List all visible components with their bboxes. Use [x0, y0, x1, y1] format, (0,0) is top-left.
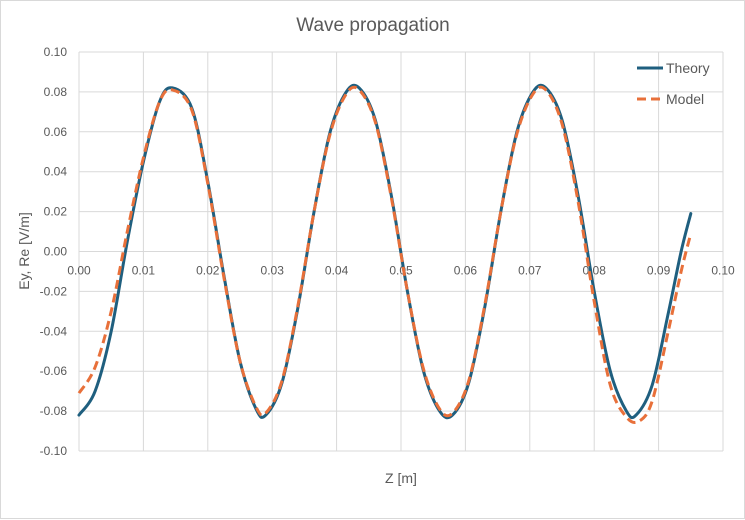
x-tick-label: 0.01	[132, 264, 156, 278]
y-axis-label: Ey, Re [V/m]	[16, 212, 32, 290]
y-tick-label: 0.10	[44, 45, 68, 59]
y-tick-label: 0.00	[44, 245, 68, 259]
y-tick-label: 0.06	[44, 125, 68, 139]
y-tick-label: 0.04	[44, 165, 68, 179]
x-tick-label: 0.00	[67, 264, 91, 278]
legend-label-theory: Theory	[666, 60, 710, 76]
y-tick-label: -0.10	[40, 444, 68, 458]
x-tick-label: 0.04	[325, 264, 349, 278]
x-tick-label: 0.09	[647, 264, 671, 278]
y-tick-label: 0.02	[44, 205, 68, 219]
x-tick-label: 0.03	[261, 264, 285, 278]
x-tick-label: 0.06	[454, 264, 478, 278]
legend-label-model: Model	[666, 91, 704, 107]
series-layer	[77, 83, 693, 425]
chart-title: Wave propagation	[296, 15, 450, 36]
y-tick-label: -0.06	[40, 364, 68, 378]
legend: Theory Model	[637, 60, 710, 107]
axis-layer: 0.10 0.08 0.06 0.04 0.02 0.00 -0.02 -0.04 -0.06 -…	[40, 45, 735, 458]
y-tick-label: 0.08	[44, 85, 68, 99]
y-tick-label: -0.02	[40, 284, 68, 298]
x-tick-label: 0.02	[196, 264, 220, 278]
y-tick-label: -0.08	[40, 404, 68, 418]
y-tick-label: -0.04	[40, 324, 68, 338]
series-line-model	[77, 85, 693, 425]
x-tick-label: 0.05	[389, 264, 413, 278]
x-tick-label: 0.07	[518, 264, 542, 278]
x-tick-label: 0.08	[583, 264, 607, 278]
x-axis-label: Z [m]	[385, 470, 417, 486]
x-tick-label: 0.10	[711, 264, 735, 278]
